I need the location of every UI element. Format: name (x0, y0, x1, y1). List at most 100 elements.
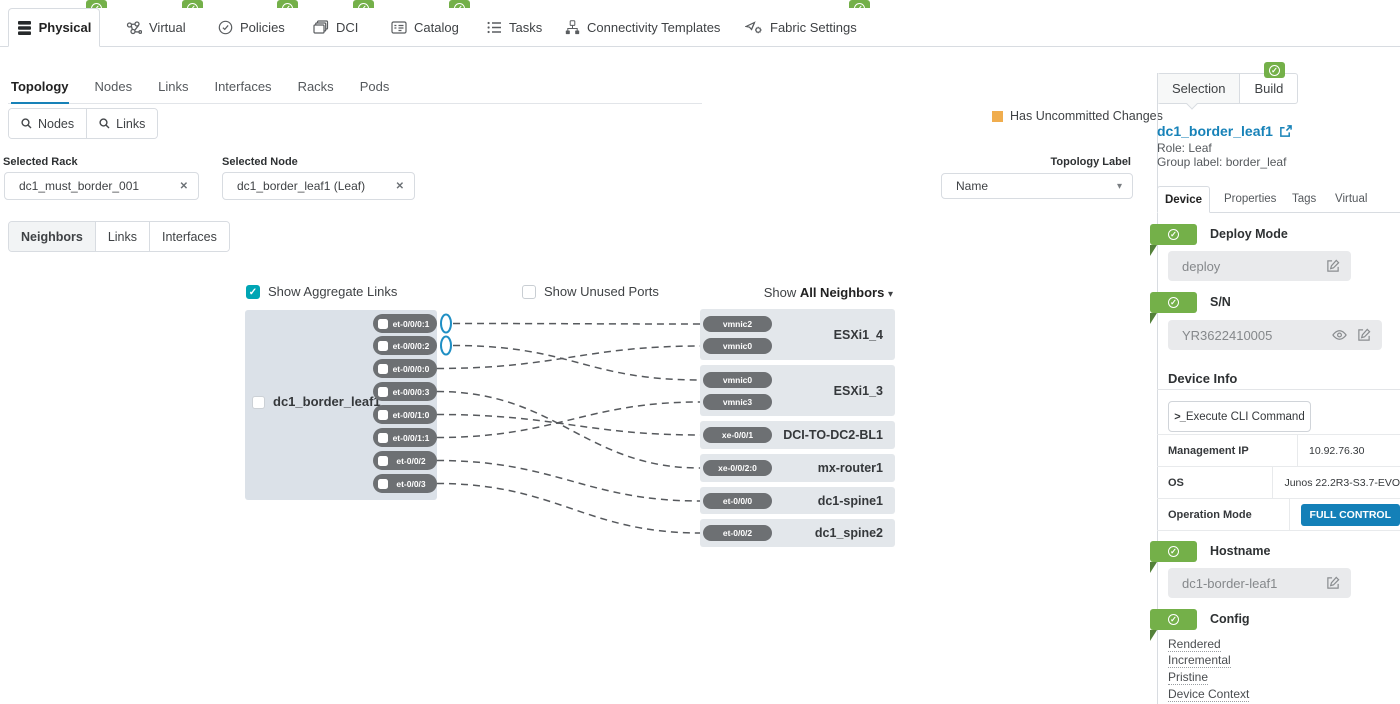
neighbor-port-pill[interactable]: vmnic0 (703, 338, 772, 354)
neighbor-box[interactable]: dc1-spine1 et-0/0/0 (700, 487, 895, 514)
search-nodes-button[interactable]: Nodes (9, 109, 87, 138)
port-checkbox[interactable] (378, 386, 388, 397)
tab-virtual[interactable]: Virtual (1335, 193, 1368, 205)
search-links-button[interactable]: Links (86, 109, 158, 138)
port-checkbox[interactable] (378, 478, 388, 489)
tab-pods[interactable]: Pods (359, 79, 390, 94)
serial-field: YR3622410005 (1168, 320, 1382, 350)
port-pill[interactable]: et-0/0/1:1 (373, 428, 437, 447)
topology-link (436, 413, 701, 436)
neighbor-name: mx-router1 (817, 461, 883, 475)
port-pill[interactable]: et-0/0/1:0 (373, 405, 437, 424)
selected-rack-field[interactable]: dc1_must_border_001 ✕ (4, 172, 199, 200)
edit-icon[interactable] (1326, 259, 1340, 273)
neighbor-port-pill[interactable]: vmnic3 (703, 394, 772, 410)
status-ribbon: ✓ (1150, 292, 1197, 324)
tab-label: Virtual (149, 20, 186, 35)
neighbor-port-pill[interactable]: vmnic0 (703, 372, 772, 388)
config-link-incremental[interactable]: Incremental (1168, 653, 1231, 668)
edit-icon[interactable] (1326, 576, 1340, 590)
view-links-button[interactable]: Links (94, 222, 149, 251)
tab-dci[interactable]: DCI (313, 8, 358, 47)
tab-properties[interactable]: Properties (1224, 193, 1277, 205)
clear-icon[interactable]: ✕ (179, 180, 188, 192)
neighbor-box[interactable]: ESXi1_3 vmnic0 vmnic3 (700, 365, 895, 416)
port-pill[interactable]: et-0/0/2 (373, 451, 437, 470)
tab-tags[interactable]: Tags (1292, 193, 1317, 205)
config-link-device-context[interactable]: Device Context (1168, 687, 1250, 702)
tab-selection[interactable]: Selection (1158, 74, 1240, 103)
show-neighbors-dropdown[interactable]: Show All Neighbors ▾ (700, 285, 893, 300)
view-interfaces-button[interactable]: Interfaces (149, 222, 229, 251)
port-checkbox[interactable] (378, 340, 388, 351)
neighbor-port-pill[interactable]: xe-0/0/2:0 (703, 460, 772, 476)
selected-device-title[interactable]: dc1_border_leaf1 (1157, 123, 1292, 139)
config-link-pristine[interactable]: Pristine (1168, 670, 1209, 685)
tab-topology[interactable]: Topology (11, 74, 69, 104)
port-checkbox[interactable] (378, 409, 388, 420)
view-neighbors-button[interactable]: Neighbors (9, 222, 95, 251)
config-link-rendered[interactable]: Rendered (1168, 637, 1221, 652)
tab-fabric-settings[interactable]: Fabric Settings (745, 8, 857, 47)
clear-icon[interactable]: ✕ (395, 180, 404, 192)
uncommitted-changes-indicator: Has Uncommitted Changes (992, 109, 1163, 123)
button-label: Links (116, 116, 146, 131)
port-pill[interactable]: et-0/0/0:2 (373, 336, 437, 355)
task-list-icon (487, 21, 501, 34)
neighbor-port-pill[interactable]: vmnic2 (703, 316, 772, 332)
search-icon (21, 118, 32, 129)
external-link-icon[interactable] (1279, 124, 1292, 138)
neighbor-box[interactable]: mx-router1 xe-0/0/2:0 (700, 454, 895, 482)
terminal-icon: >_ (1174, 410, 1186, 423)
neighbor-port-pill[interactable]: xe-0/0/1 (703, 427, 772, 443)
neighbor-box[interactable]: DCI-TO-DC2-BL1 xe-0/0/1 (700, 421, 895, 449)
tab-links[interactable]: Links (158, 79, 189, 94)
neighbor-box[interactable]: dc1_spine2 et-0/0/2 (700, 519, 895, 547)
show-aggregate-links-checkbox[interactable]: ✓ (246, 284, 260, 299)
node-checkbox[interactable] (252, 396, 265, 409)
tab-build[interactable]: Build (1239, 74, 1297, 103)
neighbor-port-pill[interactable]: et-0/0/0 (703, 493, 772, 509)
topology-label-dropdown[interactable]: Name ▾ (941, 173, 1133, 199)
tab-tasks[interactable]: Tasks (487, 8, 542, 47)
port-checkbox[interactable] (378, 432, 388, 443)
show-unused-ports-checkbox[interactable] (522, 284, 536, 299)
topology-link (452, 344, 701, 381)
tab-virtual[interactable]: Virtual (126, 8, 186, 47)
port-label: et-0/0/2 (396, 455, 426, 466)
port-pill[interactable]: et-0/0/0:1 (373, 314, 437, 333)
neighbor-name: dc1_spine2 (814, 526, 883, 540)
neighbor-box[interactable]: ESXi1_4 vmnic2 vmnic0 (700, 309, 895, 360)
tab-interfaces[interactable]: Interfaces (214, 79, 272, 94)
search-icon (99, 118, 110, 129)
edit-icon[interactable] (1357, 328, 1371, 342)
tab-racks[interactable]: Racks (297, 79, 334, 94)
tab-connectivity-templates[interactable]: Connectivity Templates (565, 8, 720, 47)
port-checkbox[interactable] (378, 318, 388, 329)
tab-label: DCI (336, 20, 359, 35)
eye-icon[interactable] (1332, 329, 1347, 341)
layers-icon (17, 20, 31, 35)
neighbor-port-pill[interactable]: et-0/0/2 (703, 525, 772, 541)
selected-node-value: dc1_border_leaf1 (Leaf) (237, 179, 366, 193)
tab-physical[interactable]: Physical (8, 8, 100, 47)
shield-check-icon (218, 20, 233, 35)
tab-device[interactable]: Device (1157, 186, 1210, 213)
tab-catalog[interactable]: Catalog (391, 8, 459, 47)
port-pill[interactable]: et-0/0/0:0 (373, 359, 437, 378)
panel-tab-group: Selection Build (1157, 73, 1299, 104)
selected-node-field[interactable]: dc1_border_leaf1 (Leaf) ✕ (222, 172, 415, 200)
port-pill[interactable]: et-0/0/3 (373, 474, 437, 493)
tab-policies[interactable]: Policies (218, 8, 285, 47)
topology-link (436, 390, 701, 469)
port-pill[interactable]: et-0/0/0:3 (373, 382, 437, 401)
execute-cli-button[interactable]: >_ Execute CLI Command (1168, 401, 1311, 432)
operation-mode-badge[interactable]: FULL CONTROL (1300, 503, 1400, 526)
neighbor-name: ESXi1_3 (833, 383, 883, 398)
tab-nodes[interactable]: Nodes (94, 79, 133, 94)
hierarchy-icon (565, 20, 580, 35)
port-checkbox[interactable] (378, 363, 388, 374)
port-checkbox[interactable] (378, 455, 388, 466)
sub-navigation: Topology Nodes Links Interfaces Racks Po… (8, 74, 702, 104)
status-ribbon: ✓ (1150, 541, 1197, 573)
